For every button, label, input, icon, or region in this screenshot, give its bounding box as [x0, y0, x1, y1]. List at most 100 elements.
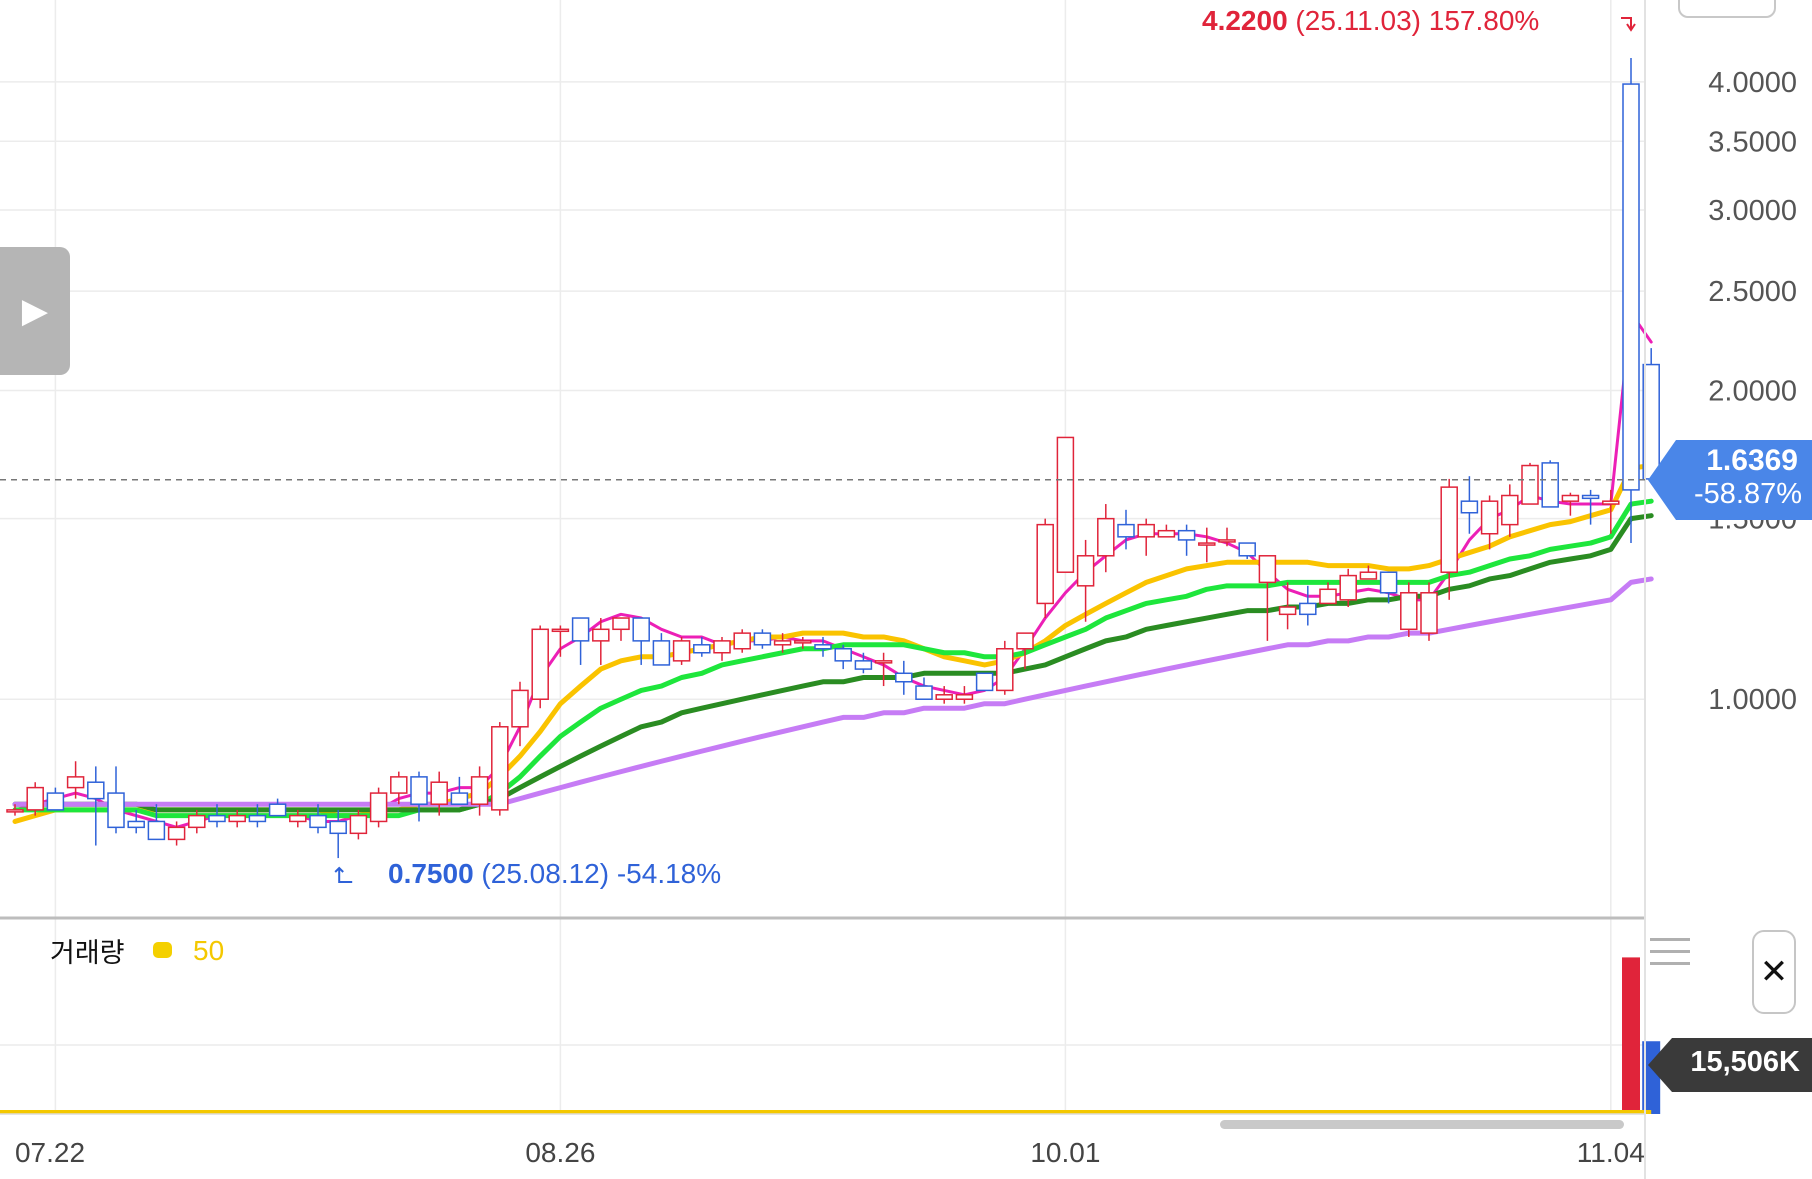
- volume-bar: [1622, 957, 1640, 1114]
- horizontal-scrollbar[interactable]: [1220, 1120, 1624, 1129]
- candle-body: [329, 820, 347, 835]
- high-marker-price: 4.2200: [1202, 5, 1288, 36]
- play-button[interactable]: ▶: [0, 247, 70, 375]
- current-price-value: 1.6369: [1706, 443, 1798, 477]
- candle-body: [450, 792, 469, 805]
- close-button[interactable]: ✕: [1752, 930, 1796, 1014]
- candle-body: [814, 644, 832, 650]
- menu-icon[interactable]: [1650, 938, 1690, 970]
- candle: [1117, 509, 1135, 550]
- candle: [1319, 582, 1337, 605]
- candle-body: [66, 776, 85, 789]
- volume-ma-period: 50: [193, 935, 225, 966]
- top-control-button[interactable]: [1678, 0, 1776, 18]
- candle-body: [854, 660, 873, 670]
- candle-body: [1319, 588, 1337, 605]
- candle-body: [1339, 574, 1357, 601]
- candle: [612, 617, 630, 641]
- candle: [632, 617, 650, 665]
- candle-body: [1581, 494, 1600, 500]
- candle-body: [1056, 436, 1075, 573]
- x-tick-label: 10.01: [1030, 1137, 1100, 1168]
- candlesticks: [6, 57, 1660, 859]
- candle: [915, 677, 933, 700]
- ma-line: [12, 576, 1654, 807]
- candle-body: [794, 640, 812, 644]
- y-tick-label: 2.0000: [1708, 376, 1797, 408]
- candle: [309, 804, 327, 834]
- candle-body: [46, 792, 65, 811]
- candle-body: [1076, 555, 1095, 587]
- candle-body: [915, 685, 933, 700]
- candle-body: [1602, 500, 1620, 505]
- candle-body: [672, 640, 691, 662]
- volume-bars: [0, 957, 1661, 1114]
- candle-body: [592, 628, 610, 642]
- high-marker-date: (25.11.03): [1295, 5, 1421, 36]
- candle-body: [1299, 602, 1317, 616]
- candle-body: [1016, 632, 1034, 650]
- candle: [268, 798, 287, 817]
- candle: [1501, 484, 1519, 537]
- candle-body: [1460, 500, 1479, 514]
- candle: [1521, 462, 1539, 505]
- candle: [1076, 539, 1095, 622]
- candle-body: [289, 814, 307, 823]
- candle: [935, 686, 953, 704]
- candle-body: [410, 776, 428, 805]
- candle-body: [733, 632, 751, 650]
- candle: [814, 636, 832, 657]
- candle-body: [1157, 529, 1176, 538]
- candle: [1036, 518, 1054, 619]
- candle-body: [1097, 517, 1115, 557]
- candle: [1561, 492, 1580, 516]
- ma-line: [12, 513, 1654, 813]
- candle-body: [6, 809, 24, 813]
- low-marker-change: -54.18%: [616, 858, 722, 889]
- candle-body: [571, 617, 590, 642]
- candle: [107, 766, 125, 834]
- candle: [1016, 632, 1034, 670]
- y-tick-label: 3.0000: [1708, 195, 1797, 227]
- candle: [66, 761, 85, 799]
- low-marker-date: (25.08.12): [481, 858, 610, 889]
- candle-body: [955, 694, 974, 700]
- candle-body: [1521, 464, 1539, 505]
- candle: [592, 618, 610, 665]
- candle: [1602, 489, 1620, 534]
- candle-body: [511, 689, 529, 728]
- candle: [1278, 582, 1297, 630]
- candle: [208, 804, 226, 828]
- candle: [975, 672, 994, 692]
- volume-label: 거래량: [50, 938, 125, 968]
- candle: [289, 809, 307, 828]
- candle: [955, 686, 974, 704]
- candle-body: [188, 814, 206, 829]
- candle: [551, 625, 570, 657]
- candle: [1258, 555, 1277, 641]
- candle-body: [87, 781, 105, 800]
- candle-body: [753, 632, 772, 646]
- candle: [188, 809, 206, 834]
- candle: [511, 681, 529, 747]
- candle: [1581, 489, 1600, 525]
- candle: [1137, 518, 1155, 556]
- candle: [1198, 527, 1216, 563]
- candle-body: [309, 814, 327, 829]
- candle-body: [1359, 571, 1378, 580]
- candle: [733, 629, 751, 653]
- candle-body: [1258, 555, 1277, 584]
- volume-current-value: 15,506K: [1690, 1046, 1800, 1078]
- candle: [1299, 585, 1317, 626]
- candle-body: [1137, 523, 1155, 538]
- candle: [1157, 524, 1176, 538]
- candle: [834, 644, 852, 670]
- y-tick-label: 4.0000: [1708, 67, 1797, 99]
- candle: [450, 776, 469, 805]
- candle: [996, 640, 1014, 695]
- y-tick-label: 1.0000: [1708, 684, 1797, 716]
- candle: [369, 787, 388, 828]
- candle: [1177, 524, 1196, 556]
- candle: [6, 804, 24, 816]
